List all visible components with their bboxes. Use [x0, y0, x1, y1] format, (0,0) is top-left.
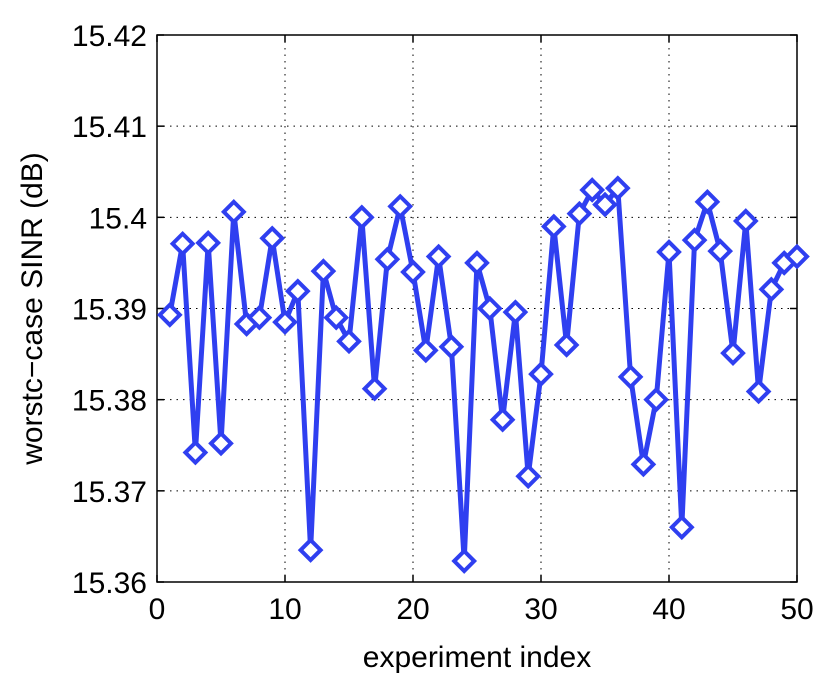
data-point-marker	[361, 375, 388, 402]
y-tick-label: 15.38	[72, 385, 147, 418]
data-point-marker	[310, 258, 337, 284]
y-tick-label: 15.37	[72, 476, 147, 509]
data-point-marker	[592, 191, 618, 218]
data-point-marker	[400, 259, 426, 285]
data-point-marker	[284, 278, 311, 305]
data-point-marker	[374, 246, 401, 273]
y-axis-label: worstc−case SINR (dB)	[16, 152, 49, 466]
data-point-marker	[272, 309, 298, 336]
data-point-marker	[784, 243, 810, 270]
data-point-marker	[732, 208, 759, 234]
data-point-marker	[489, 406, 516, 433]
y-tick-label: 15.36	[72, 567, 147, 600]
data-point-marker	[668, 514, 695, 541]
data-point-marker	[169, 230, 196, 257]
data-point-marker	[656, 239, 682, 265]
data-point-marker	[604, 175, 631, 201]
data-point-marker	[195, 230, 222, 256]
x-axis-label: experiment index	[363, 641, 591, 674]
data-point-marker	[643, 386, 670, 413]
data-point-marker	[720, 340, 746, 367]
data-point-marker	[387, 193, 414, 220]
y-tick-label: 15.4	[89, 202, 147, 235]
data-point-marker	[464, 250, 490, 276]
data-point-marker	[502, 299, 529, 325]
data-point-marker	[438, 333, 465, 360]
data-point-marker	[412, 337, 439, 364]
data-point-marker	[425, 243, 452, 270]
data-point-marker	[681, 227, 708, 253]
data-point-marker	[579, 177, 606, 203]
data-point-marker	[156, 302, 183, 328]
x-tick-label: 10	[268, 593, 301, 626]
series-line	[167, 185, 800, 564]
axis-ticks: 0 10 20 30 40 50 15.36 15.37 15.38 15.39 15.4 15.41…	[72, 20, 814, 626]
data-point-marker	[259, 225, 286, 252]
y-tick-label: 15.42	[72, 20, 147, 53]
data-point-marker	[528, 361, 554, 387]
data-point-marker	[476, 295, 503, 322]
data-point-marker	[553, 332, 580, 358]
data-point-marker	[323, 304, 350, 331]
data-point-marker	[758, 276, 785, 303]
data-point-marker	[515, 463, 542, 490]
x-tick-label: 50	[780, 593, 813, 626]
x-tick-label: 30	[524, 593, 557, 626]
data-point-marker	[566, 200, 593, 227]
data-point-marker	[220, 199, 247, 225]
data-point-marker	[694, 189, 721, 215]
data-point-marker	[540, 213, 567, 240]
data-point-marker	[617, 364, 644, 390]
data-point-marker	[208, 430, 234, 457]
data-point-marker	[246, 304, 273, 331]
data-point-marker	[297, 537, 324, 563]
x-tick-label: 40	[652, 593, 685, 626]
data-point-marker	[182, 439, 209, 466]
y-tick-label: 15.39	[72, 294, 147, 327]
data-series	[156, 175, 810, 574]
data-point-marker	[348, 204, 375, 231]
data-point-marker	[707, 238, 734, 264]
data-point-marker	[336, 328, 362, 355]
x-tick-label: 0	[149, 593, 166, 626]
data-point-marker	[745, 378, 772, 405]
y-tick-label: 15.41	[72, 111, 147, 144]
data-point-marker	[451, 548, 478, 574]
data-point-marker	[630, 451, 657, 478]
x-tick-label: 20	[396, 593, 429, 626]
